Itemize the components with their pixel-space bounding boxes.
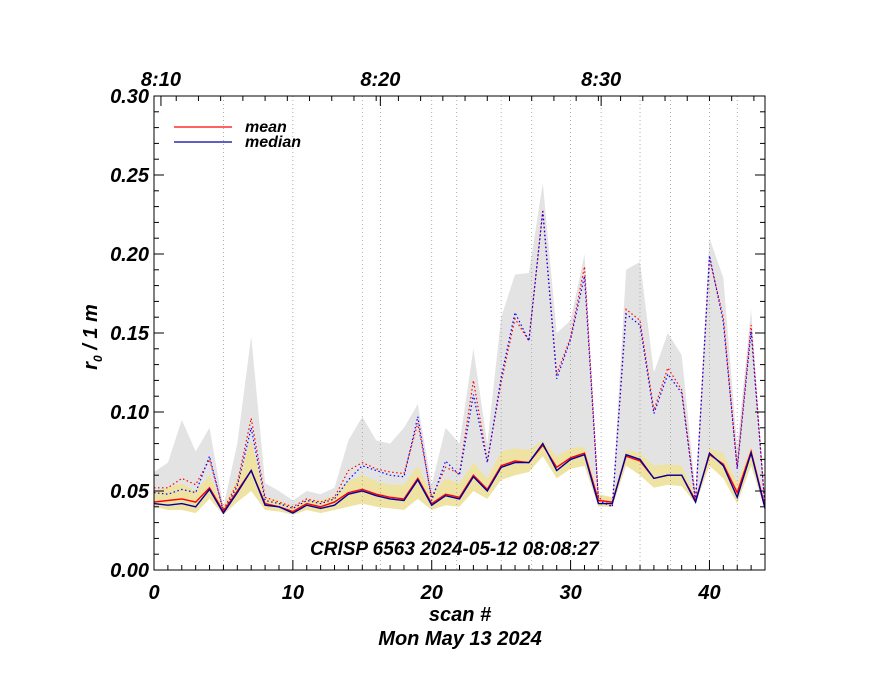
x-tick-label: 30 [559, 582, 581, 604]
range-bands [154, 182, 765, 515]
y-tick-label: 0.25 [110, 165, 150, 187]
y-label-main: r [80, 361, 102, 370]
axes [153, 95, 766, 571]
y-tick-label: 0.30 [110, 86, 149, 108]
y-tick-label: 0.20 [110, 244, 149, 266]
tick-labels: 0.00 0.05 0.10 0.15 0.20 0.25 0.30 0 10 20 30 40 8:1… [110, 69, 721, 604]
top-tick-label: 8:20 [360, 69, 400, 91]
series-line-3 [153, 211, 766, 514]
top-tick-label: 8:30 [581, 69, 621, 91]
x-axis-label: scan # [429, 604, 492, 626]
x-tick-label: 40 [697, 582, 720, 604]
time-gridlines [223, 96, 738, 570]
y-tick-label: 0.05 [110, 481, 150, 503]
y-tick-label: 0.10 [110, 402, 149, 424]
y-tick-label: 0.00 [110, 560, 149, 582]
legend-label-median: median [245, 134, 301, 151]
x-tick-label: 0 [148, 582, 159, 604]
top-tick-label: 8:10 [141, 69, 181, 91]
y-label-rest: / 1 m [80, 304, 102, 355]
y-axis-label: r0 / 1 m [80, 304, 105, 370]
y-tick-label: 0.15 [110, 323, 150, 345]
legend-label-mean: mean [245, 119, 287, 136]
x-tick-label: 10 [282, 582, 304, 604]
series-line-1 [153, 442, 766, 515]
legend: mean median [174, 119, 301, 151]
x-tick-label: 20 [420, 582, 443, 604]
band-1 [154, 440, 765, 515]
y-label-sub: 0 [91, 355, 105, 362]
series-lines [153, 209, 766, 515]
svg-text:r0 / 1 m: r0 / 1 m [80, 304, 105, 370]
date-label: Mon May 13 2024 [378, 628, 541, 650]
chart-annotation: CRISP 6563 2024-05-12 08:08:27 [310, 539, 600, 560]
